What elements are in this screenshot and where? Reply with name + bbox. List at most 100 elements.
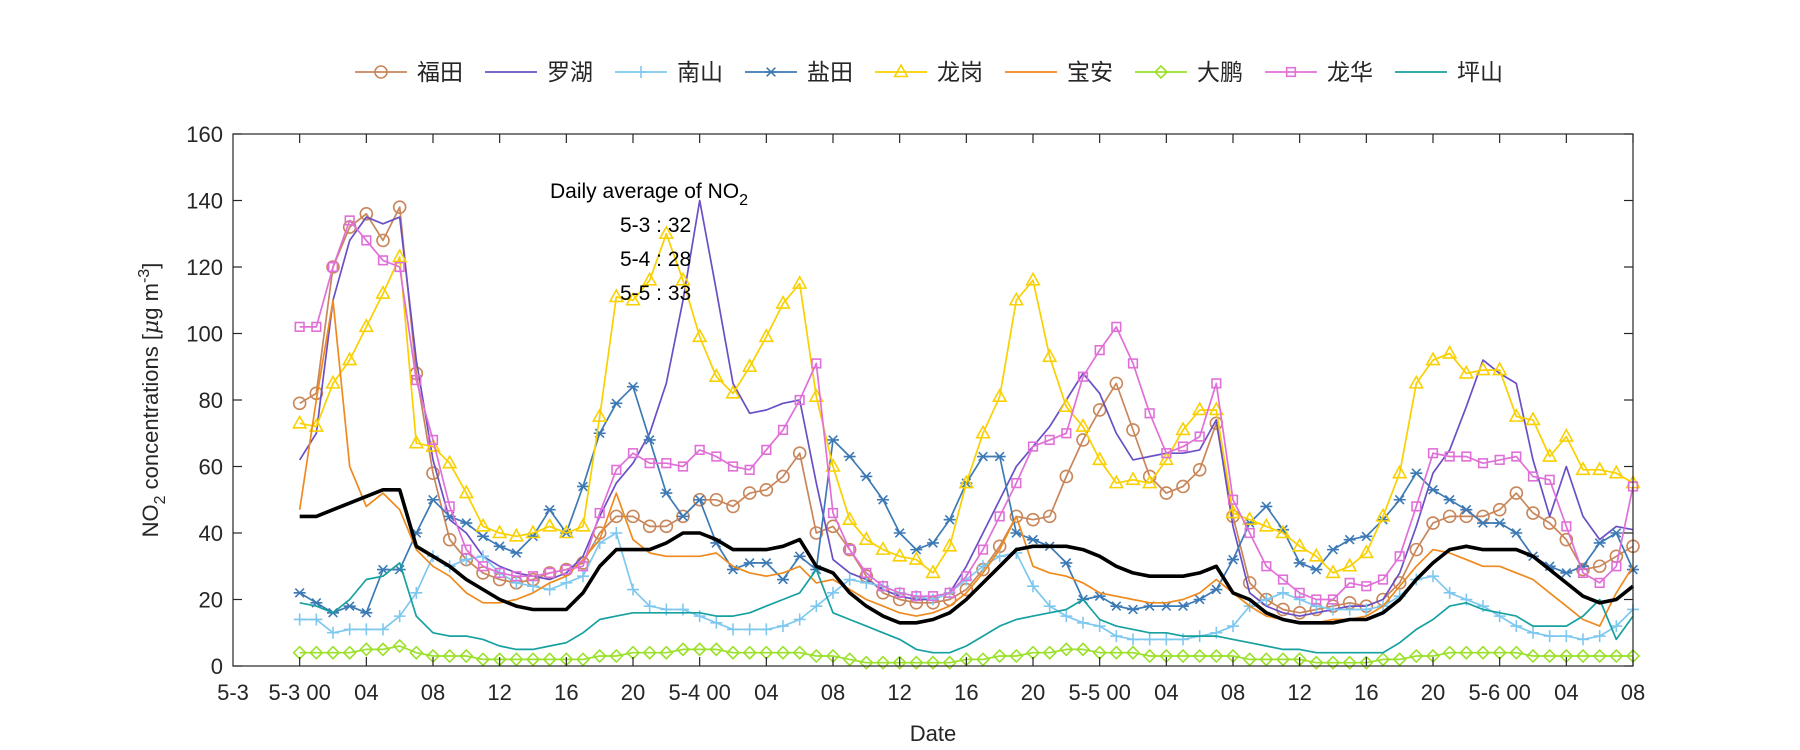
- data-point: [442, 454, 458, 469]
- data-point: [825, 457, 841, 472]
- data-point: [1508, 408, 1524, 422]
- y-tick-label: 160: [186, 122, 223, 147]
- data-point: [1061, 428, 1072, 439]
- data-point: [1527, 626, 1539, 639]
- data-point: [710, 616, 723, 629]
- data-point: [309, 645, 324, 660]
- plot-background: [233, 134, 1633, 666]
- annotation-line: 5-4 : 28: [620, 248, 691, 271]
- data-point: [1426, 516, 1440, 530]
- data-point: [994, 511, 1005, 522]
- x-tick-label: 20: [1421, 680, 1445, 705]
- x-tick-label: 5-3 00: [268, 680, 330, 705]
- data-point: [377, 623, 389, 636]
- data-point: [1259, 652, 1274, 667]
- data-point: [1060, 558, 1073, 568]
- y-tick-label: 80: [199, 388, 223, 413]
- y-axis: 0 20 40 60 80 100 120 140 160: [186, 122, 1633, 679]
- data-point: [975, 424, 991, 439]
- data-point: [661, 458, 672, 469]
- data-point: [1575, 648, 1591, 664]
- data-point: [1058, 398, 1074, 412]
- data-point: [1592, 559, 1607, 574]
- data-point: [392, 248, 408, 263]
- legend-label: 坪山: [1457, 60, 1503, 86]
- data-point: [1110, 601, 1123, 612]
- data-point: [743, 623, 756, 636]
- data-point: [693, 494, 706, 505]
- x-tick-label: 08: [421, 680, 445, 705]
- data-point: [909, 655, 924, 670]
- data-point: [744, 464, 755, 475]
- data-point: [494, 567, 505, 579]
- data-point: [410, 586, 423, 599]
- data-point: [793, 551, 806, 562]
- data-point: [358, 318, 374, 333]
- data-point: [1360, 531, 1373, 542]
- data-point: [1493, 518, 1506, 528]
- x-tick-label: 08: [1221, 680, 1245, 705]
- data-point: [1142, 648, 1157, 664]
- data-point: [376, 233, 390, 248]
- data-point: [610, 527, 623, 539]
- data-point: [675, 271, 691, 286]
- data-point: [892, 547, 908, 562]
- series-5: [298, 299, 1634, 627]
- data-point: [544, 567, 555, 579]
- data-point: [1125, 471, 1141, 486]
- data-point: [1059, 642, 1074, 657]
- data-point: [1158, 451, 1174, 466]
- series-line: [299, 219, 1634, 601]
- data-point: [325, 645, 341, 660]
- data-point: [360, 607, 373, 618]
- data-point: [792, 645, 807, 660]
- data-point: [1227, 494, 1239, 505]
- data-point: [1575, 461, 1591, 476]
- data-point: [492, 524, 508, 539]
- data-point: [1461, 451, 1472, 462]
- data-point: [1009, 509, 1024, 524]
- data-point: [1293, 593, 1306, 606]
- data-point: [659, 519, 674, 534]
- series-line: [298, 199, 1634, 617]
- data-point: [727, 623, 739, 636]
- data-point: [558, 524, 574, 539]
- x-origin-label: 5-3: [217, 680, 249, 705]
- data-point: [1244, 527, 1255, 539]
- data-point: [1227, 620, 1239, 633]
- legend-label: 龙岗: [937, 60, 983, 86]
- data-point: [642, 645, 657, 660]
- data-point: [1285, 66, 1297, 78]
- data-point: [1443, 494, 1456, 505]
- data-point: [1509, 645, 1524, 660]
- data-point: [442, 648, 457, 664]
- data-point: [1325, 655, 1341, 670]
- data-point: [411, 374, 422, 386]
- data-point: [1177, 601, 1189, 612]
- data-point: [509, 652, 524, 667]
- data-point: [1542, 447, 1558, 462]
- data-point: [360, 623, 373, 636]
- data-point: [527, 571, 539, 582]
- legend-entry: 罗湖: [485, 60, 593, 86]
- data-point: [811, 358, 822, 369]
- data-point: [1075, 418, 1091, 432]
- legend-entry: 宝安: [1005, 60, 1113, 86]
- data-point: [1260, 593, 1273, 606]
- x-tick-label: 12: [487, 680, 511, 705]
- data-point: [758, 328, 774, 343]
- data-point: [893, 63, 909, 78]
- data-point: [425, 437, 441, 452]
- data-point: [1361, 581, 1372, 592]
- x-axis: 5-3 00 04 08 12 16 20 5-4 00 04 08 12 16 20 5-5 00 04…: [217, 134, 1645, 705]
- data-point: [1408, 374, 1424, 389]
- data-point: [610, 398, 623, 409]
- data-point: [860, 576, 873, 589]
- data-point: [542, 652, 557, 667]
- data-point: [477, 531, 489, 542]
- series-4: [292, 225, 1641, 579]
- data-point: [635, 66, 647, 78]
- data-point: [642, 271, 658, 286]
- data-point: [342, 351, 358, 366]
- data-point: [1427, 484, 1439, 495]
